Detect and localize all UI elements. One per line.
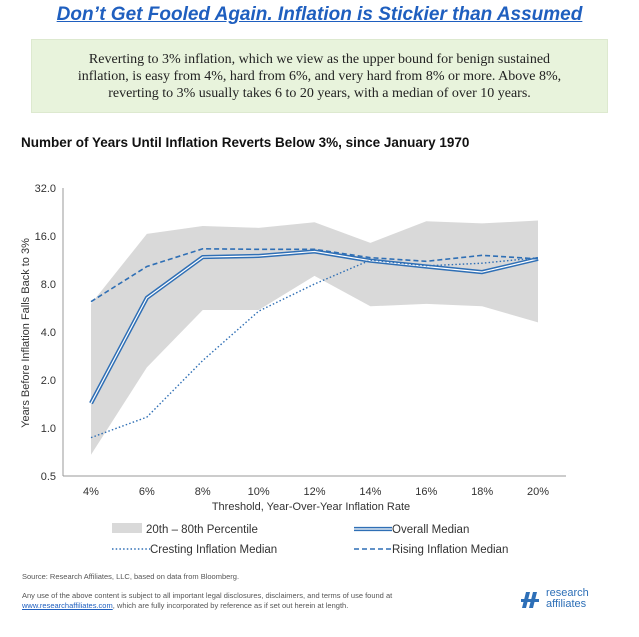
summary-callout: Reverting to 3% inflation, which we view… [31,39,608,113]
x-tick-label: 10% [248,486,270,498]
band-layer [91,220,538,455]
rising-inflation-median-line [90,247,539,303]
legend-rising-inflation-median-label: Rising Inflation Median [392,544,508,556]
y-tick-label: 1.0 [41,423,56,435]
x-tick-label: 14% [359,486,381,498]
callout-line-1: Reverting to 3% inflation, which we view… [88,51,551,67]
x-tick-label: 8% [195,486,211,498]
logo-text-line-1: research [546,587,589,599]
y-tick-label: 16.0 [35,231,56,243]
x-tick-label: 18% [471,486,493,498]
source-note: Source: Research Affiliates, LLC, based … [22,572,240,581]
page-headline: Don’t Get Fooled Again. Inflation is Sti… [56,4,583,25]
y-tick-label: 32.0 [35,183,56,195]
axes-layer [62,188,566,477]
cresting-inflation-median-line [90,256,539,439]
overall-median-line-inner [90,250,539,404]
y-tick-label: 4.0 [41,327,56,339]
callout-line-2: inflation, is easy from 4%, hard from 6%… [77,68,562,84]
logo-text-line-2: affiliates [546,598,587,610]
series-layer [89,247,539,439]
ticks-layer: 32.0 16.0 8.0 4.0 2.0 1.0 0.5 4% 6% 8% 10% 12% 14% 16… [35,183,550,498]
y-tick-label: 8.0 [41,279,56,291]
legend-overall-median-label: Overall Median [392,524,469,536]
x-tick-label: 4% [83,486,99,498]
legend-band-label: 20th – 80th Percentile [146,524,258,536]
research-affiliates-logo[interactable]: research affiliates [519,588,589,610]
disclaimer-link[interactable]: www.researchaffiliates.com [22,601,113,610]
legend: 20th – 80th Percentile Overall Median Cres… [112,523,508,556]
x-tick-label: 16% [415,486,437,498]
callout-line-3: reverting to 3% usually takes 6 to 20 ye… [108,85,531,101]
x-tick-label: 20% [527,486,549,498]
research-affiliates-logo-icon [521,592,539,608]
chart-title: Number of Years Until Inflation Reverts … [21,135,470,150]
y-tick-label: 2.0 [41,375,56,387]
y-axis-label: Years Before Inflation Falls Back to 3% [20,238,32,428]
x-axis-label: Threshold, Year-Over-Year Inflation Rate [212,501,410,513]
x-tick-label: 12% [303,486,325,498]
legend-cresting-inflation-median-label: Cresting Inflation Median [150,544,277,556]
legend-band-swatch [112,523,142,533]
disclaimer: Any use of the above content is subject … [22,591,502,611]
disclaimer-text: Any use of the above content is subject … [22,591,393,600]
x-tick-label: 6% [139,486,155,498]
disclaimer-rest: , which are fully incorporated by refere… [112,601,349,610]
y-tick-label: 0.5 [41,471,56,483]
percentile-band [91,220,538,455]
